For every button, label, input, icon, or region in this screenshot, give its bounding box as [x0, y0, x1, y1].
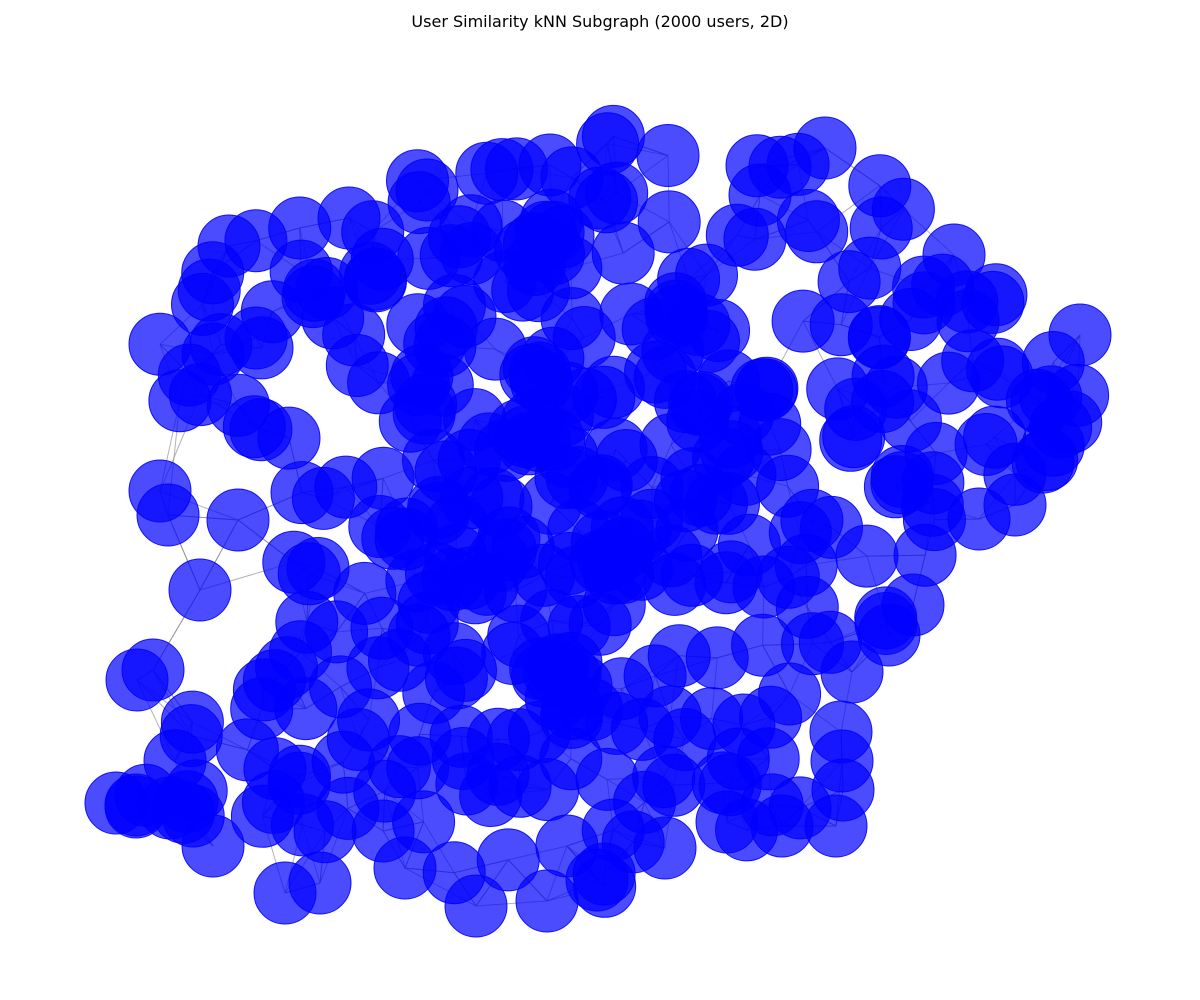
- graph-node: [386, 293, 450, 357]
- graph-node: [136, 483, 200, 547]
- graph-node: [591, 516, 655, 580]
- graph-node: [917, 351, 980, 415]
- graph-node: [569, 454, 633, 518]
- graph-node: [466, 529, 530, 592]
- graph-node: [621, 297, 685, 361]
- graph-node: [168, 558, 232, 622]
- graph-node: [758, 662, 822, 726]
- graph-node: [735, 356, 799, 420]
- graph-node: [515, 869, 579, 933]
- graph-node: [138, 776, 202, 840]
- graph-node: [591, 221, 655, 285]
- graph-node: [373, 836, 437, 900]
- graph-node: [822, 405, 886, 469]
- graph-node: [632, 745, 696, 809]
- graph-node: [961, 270, 1025, 334]
- graph-node: [206, 488, 270, 552]
- graph-node: [368, 628, 431, 692]
- graph-node: [870, 451, 934, 515]
- graph-node: [922, 223, 986, 287]
- graph-node: [970, 345, 1034, 409]
- graph-node: [838, 236, 902, 300]
- graph-node: [785, 200, 849, 264]
- graph-node: [206, 373, 270, 437]
- graph-node: [518, 133, 582, 197]
- graph-node: [539, 727, 603, 791]
- graph-node: [705, 203, 769, 267]
- graph-node: [685, 626, 749, 690]
- graph-node: [444, 874, 508, 938]
- graph-node: [685, 471, 748, 535]
- graph-node: [395, 158, 459, 222]
- graph-node: [643, 552, 707, 616]
- graph-node: [793, 116, 857, 180]
- graph-node: [653, 370, 717, 433]
- graph-node: [466, 707, 530, 771]
- graph-node: [695, 790, 759, 854]
- graph-node: [262, 530, 326, 594]
- graph-node: [892, 271, 956, 335]
- graph-node: [301, 286, 365, 350]
- graph-node: [657, 247, 721, 311]
- graph-node: [181, 814, 245, 878]
- graph-node: [804, 794, 868, 858]
- graph-node: [531, 384, 594, 447]
- graph-node: [181, 322, 245, 386]
- graph-node: [317, 186, 381, 250]
- graph-node: [374, 507, 438, 571]
- graph-node: [623, 644, 687, 708]
- graph-node: [750, 794, 814, 858]
- graph-node: [443, 388, 507, 452]
- graph-node: [539, 631, 603, 695]
- graph-node: [491, 258, 555, 322]
- graph-node: [434, 638, 497, 702]
- graph-node: [367, 735, 431, 799]
- graph-node: [780, 488, 844, 552]
- graph-node: [397, 226, 461, 290]
- graph-node: [270, 461, 334, 525]
- graph-node: [947, 487, 1011, 551]
- graph-node: [274, 677, 338, 741]
- graph-node: [636, 124, 700, 187]
- graph-node: [253, 861, 317, 925]
- graph-node: [128, 312, 192, 376]
- graph-node: [414, 440, 478, 504]
- graph-node: [637, 190, 701, 254]
- graph-node: [311, 730, 375, 794]
- graph-node: [243, 737, 307, 801]
- graph-node: [121, 638, 185, 702]
- graph-node: [344, 249, 407, 313]
- graph-node: [1048, 303, 1112, 367]
- graph-node: [633, 816, 697, 880]
- chart-title: User Similarity kNN Subgraph (2000 users…: [411, 12, 789, 31]
- graph-node: [197, 214, 261, 278]
- graph-node: [471, 199, 535, 263]
- graph-node: [540, 287, 604, 351]
- graph-node: [820, 640, 884, 704]
- node-layer: [84, 104, 1112, 938]
